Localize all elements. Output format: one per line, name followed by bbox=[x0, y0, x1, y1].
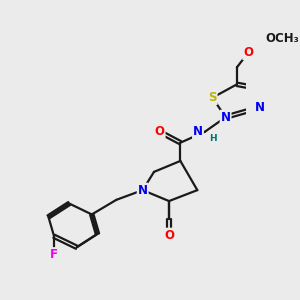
Text: H: H bbox=[208, 134, 216, 143]
Text: OCH₃: OCH₃ bbox=[265, 32, 299, 45]
Text: N: N bbox=[220, 111, 231, 124]
Text: S: S bbox=[208, 91, 217, 104]
Text: N: N bbox=[193, 125, 203, 138]
Text: F: F bbox=[50, 248, 58, 261]
Text: O: O bbox=[164, 229, 174, 242]
Text: O: O bbox=[154, 125, 165, 138]
Text: N: N bbox=[138, 184, 148, 196]
Text: N: N bbox=[254, 101, 265, 114]
Text: O: O bbox=[243, 46, 253, 59]
